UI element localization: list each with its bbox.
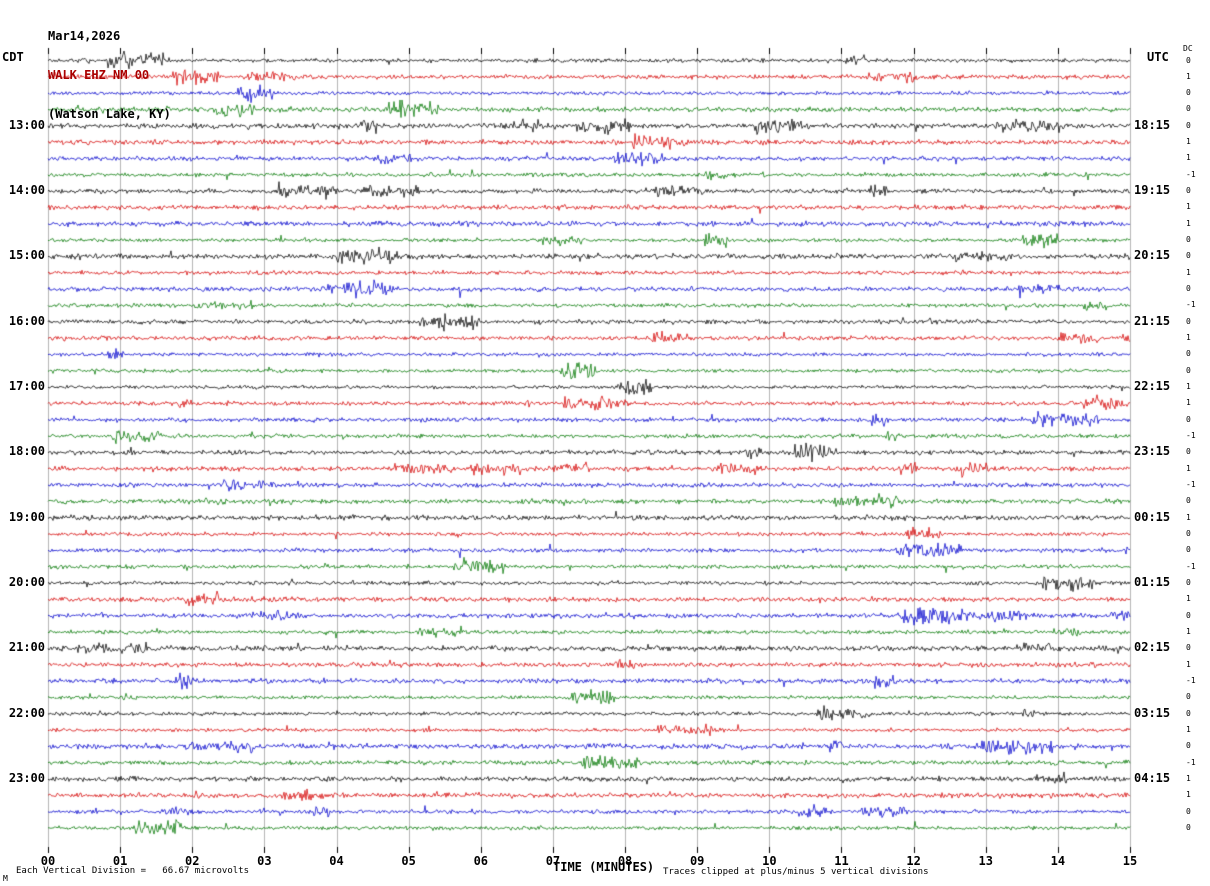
dc-value: 0 (1186, 251, 1191, 261)
dc-value: 1 (1186, 512, 1191, 522)
dc-value: -1 (1186, 561, 1196, 571)
dc-value: 1 (1186, 659, 1191, 669)
x-tick-label: 12 (906, 854, 921, 868)
x-tick-label: 08 (617, 854, 633, 868)
x-tick-label: 13 (978, 854, 993, 868)
dc-value: 0 (1186, 447, 1191, 457)
dc-value: 0 (1186, 186, 1191, 196)
x-axis-label: TIME (MINUTES) (553, 860, 655, 874)
dc-value: 0 (1186, 529, 1191, 539)
x-tick-label: 06 (473, 854, 489, 868)
dc-value: -1 (1186, 169, 1196, 179)
dc-value: -1 (1186, 480, 1196, 490)
utc-time-label: 20:15 (1134, 248, 1171, 263)
left-axis-header: CDT (2, 50, 24, 64)
cdt-time-label: 13:00 (8, 117, 45, 132)
utc-time-label: 23:15 (1134, 444, 1171, 459)
dc-value: 0 (1186, 578, 1191, 588)
dc-value: -1 (1186, 757, 1196, 767)
dc-value: 0 (1186, 496, 1191, 506)
x-tick-label: 03 (257, 854, 272, 868)
dc-value: 0 (1186, 414, 1191, 424)
right-axis-header: UTC (1147, 50, 1169, 64)
title-location: (Watson Lake, KY) (48, 107, 171, 121)
dc-value: 0 (1186, 104, 1191, 114)
dc-value: 1 (1186, 218, 1191, 228)
dc-value: -1 (1186, 431, 1196, 441)
dc-value: 0 (1186, 235, 1191, 245)
x-tick-label: 10 (762, 854, 777, 868)
dc-value: 1 (1186, 594, 1191, 604)
footer-scale-note: Each Vertical Division = 66.67 microvolt… (16, 866, 249, 876)
dc-value: 0 (1186, 349, 1191, 359)
dc-value: 1 (1186, 463, 1191, 473)
dc-value: 1 (1186, 382, 1191, 392)
dc-value: 1 (1186, 398, 1191, 408)
dc-value: 0 (1186, 88, 1191, 98)
dc-value: 1 (1186, 202, 1191, 212)
dc-value: 0 (1186, 120, 1191, 130)
x-tick-label: 01 (112, 854, 128, 868)
x-tick-label: 05 (401, 854, 416, 868)
utc-time-label: 02:15 (1134, 640, 1171, 655)
title-date: Mar14,2026 (48, 29, 121, 43)
dc-value: 1 (1186, 725, 1191, 735)
cdt-time-label: 22:00 (8, 705, 45, 720)
dc-value: 1 (1186, 790, 1191, 800)
cdt-time-label: 18:00 (8, 444, 45, 459)
title-station: WALK EHZ NM 00 (48, 68, 150, 82)
utc-time-label: 01:15 (1134, 575, 1171, 590)
dc-value: 1 (1186, 267, 1191, 277)
dc-value: 0 (1186, 823, 1191, 832)
utc-time-label: 03:15 (1134, 705, 1171, 720)
utc-time-label: 19:15 (1134, 183, 1171, 198)
dc-value: 1 (1186, 627, 1191, 637)
cdt-time-label: 14:00 (8, 183, 45, 198)
dc-value: 0 (1186, 284, 1191, 294)
dc-value: 1 (1186, 153, 1191, 163)
dc-value: -1 (1186, 676, 1196, 686)
cdt-time-label: 16:00 (8, 313, 45, 328)
cdt-time-label: 15:00 (8, 248, 45, 263)
utc-time-label: 22:15 (1134, 379, 1171, 394)
dc-value: 0 (1186, 692, 1191, 702)
dc-value: 0 (1186, 316, 1191, 326)
cdt-time-label: 21:00 (8, 640, 45, 655)
footer-corner-mark: M (3, 874, 8, 883)
footer-clip-note: Traces clipped at plus/minus 5 vertical … (663, 867, 929, 877)
dc-value: 1 (1186, 774, 1191, 784)
x-tick-label: 15 (1122, 854, 1138, 868)
utc-time-label: 04:15 (1134, 771, 1171, 786)
dc-value: 0 (1186, 806, 1191, 816)
cdt-time-label: 20:00 (8, 575, 45, 590)
dc-value: 0 (1186, 545, 1191, 555)
dc-value: 0 (1186, 365, 1191, 375)
dc-value: 1 (1186, 71, 1191, 81)
utc-time-label: 00:15 (1134, 509, 1171, 524)
x-tick-label: 02 (185, 854, 200, 868)
x-tick-label: 09 (689, 854, 705, 868)
dc-value: -1 (1186, 300, 1196, 310)
x-tick-label: 04 (329, 854, 344, 868)
dc-column-header: DC (1183, 44, 1193, 53)
x-tick-label: 00 (40, 854, 56, 868)
dc-value: 0 (1186, 741, 1191, 751)
utc-time-label: 21:15 (1134, 313, 1171, 328)
dc-value: 0 (1186, 55, 1191, 65)
dc-value: 0 (1186, 708, 1191, 718)
dc-value: 0 (1186, 610, 1191, 620)
title-block: Mar14,2026 WALK EHZ NM 00 (Watson Lake, … (48, 4, 171, 147)
dc-value: 1 (1186, 333, 1191, 343)
x-tick-label: 07 (545, 854, 561, 868)
cdt-time-label: 23:00 (8, 771, 45, 786)
dc-value: 0 (1186, 643, 1191, 653)
cdt-time-label: 17:00 (8, 379, 45, 394)
cdt-time-label: 19:00 (8, 509, 45, 524)
x-tick-label: 14 (1050, 854, 1066, 868)
utc-time-label: 18:15 (1134, 117, 1171, 132)
x-tick-label: 11 (834, 854, 849, 868)
dc-value: 1 (1186, 137, 1191, 147)
